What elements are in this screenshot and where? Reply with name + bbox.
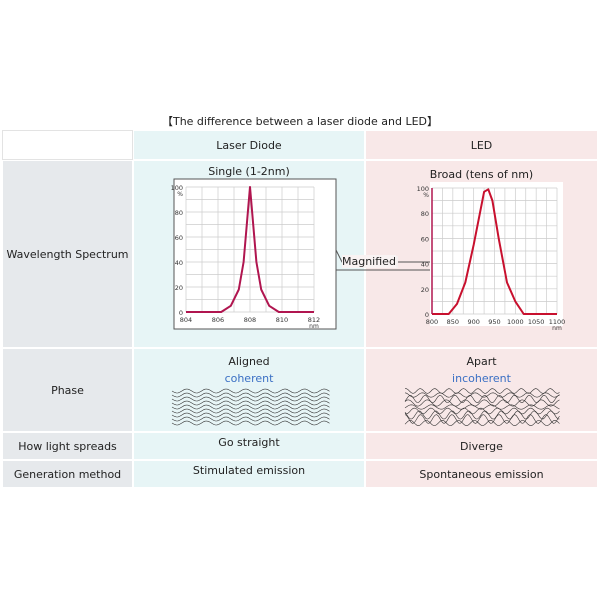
x-tick-label: 804 (180, 316, 192, 324)
x-tick-label: 1000 (507, 318, 524, 326)
chart-bg (430, 182, 563, 326)
wave-line (172, 417, 330, 421)
wave-line (172, 389, 330, 393)
x-tick-label: 810 (276, 316, 288, 324)
y-axis-unit: % (177, 191, 183, 198)
x-tick-label: 806 (212, 316, 224, 324)
wave-line (172, 401, 330, 405)
y-tick-label: 40 (175, 259, 183, 267)
diagram-overlay: 020406080100%804 806 808 810 812nm 020406080… (0, 0, 600, 600)
wave-line (405, 389, 560, 394)
wave-line (172, 393, 330, 397)
x-tick-label: 850 (447, 318, 459, 326)
wave-line (172, 405, 330, 409)
y-tick-label: 60 (421, 235, 429, 243)
wave-line (172, 409, 330, 413)
y-tick-label: 40 (421, 261, 429, 269)
x-tick-label: 800 (426, 318, 438, 326)
wave-line (172, 413, 330, 417)
x-axis-unit: nm (309, 323, 319, 330)
led-spectrum-chart: 020406080100%800 850 900 950 1000 1050 1100nm (417, 182, 566, 332)
magnified-callout: Magnified (342, 255, 396, 268)
y-axis-unit: % (423, 192, 429, 199)
x-tick-label: 950 (488, 318, 500, 326)
wave-line (405, 400, 560, 406)
coherent-waves-graphic (172, 389, 330, 425)
x-axis-unit: nm (552, 325, 562, 332)
y-tick-label: 20 (175, 284, 183, 292)
wave-line (172, 397, 330, 401)
x-tick-label: 808 (244, 316, 256, 324)
y-tick-label: 80 (175, 209, 183, 217)
incoherent-waves-graphic (405, 389, 560, 426)
x-tick-label: 900 (467, 318, 479, 326)
y-tick-label: 80 (421, 210, 429, 218)
x-tick-label: 1050 (528, 318, 545, 326)
y-tick-label: 20 (421, 286, 429, 294)
y-tick-label: 60 (175, 234, 183, 242)
wave-line (172, 421, 330, 425)
callout-line-bottom (336, 270, 432, 282)
